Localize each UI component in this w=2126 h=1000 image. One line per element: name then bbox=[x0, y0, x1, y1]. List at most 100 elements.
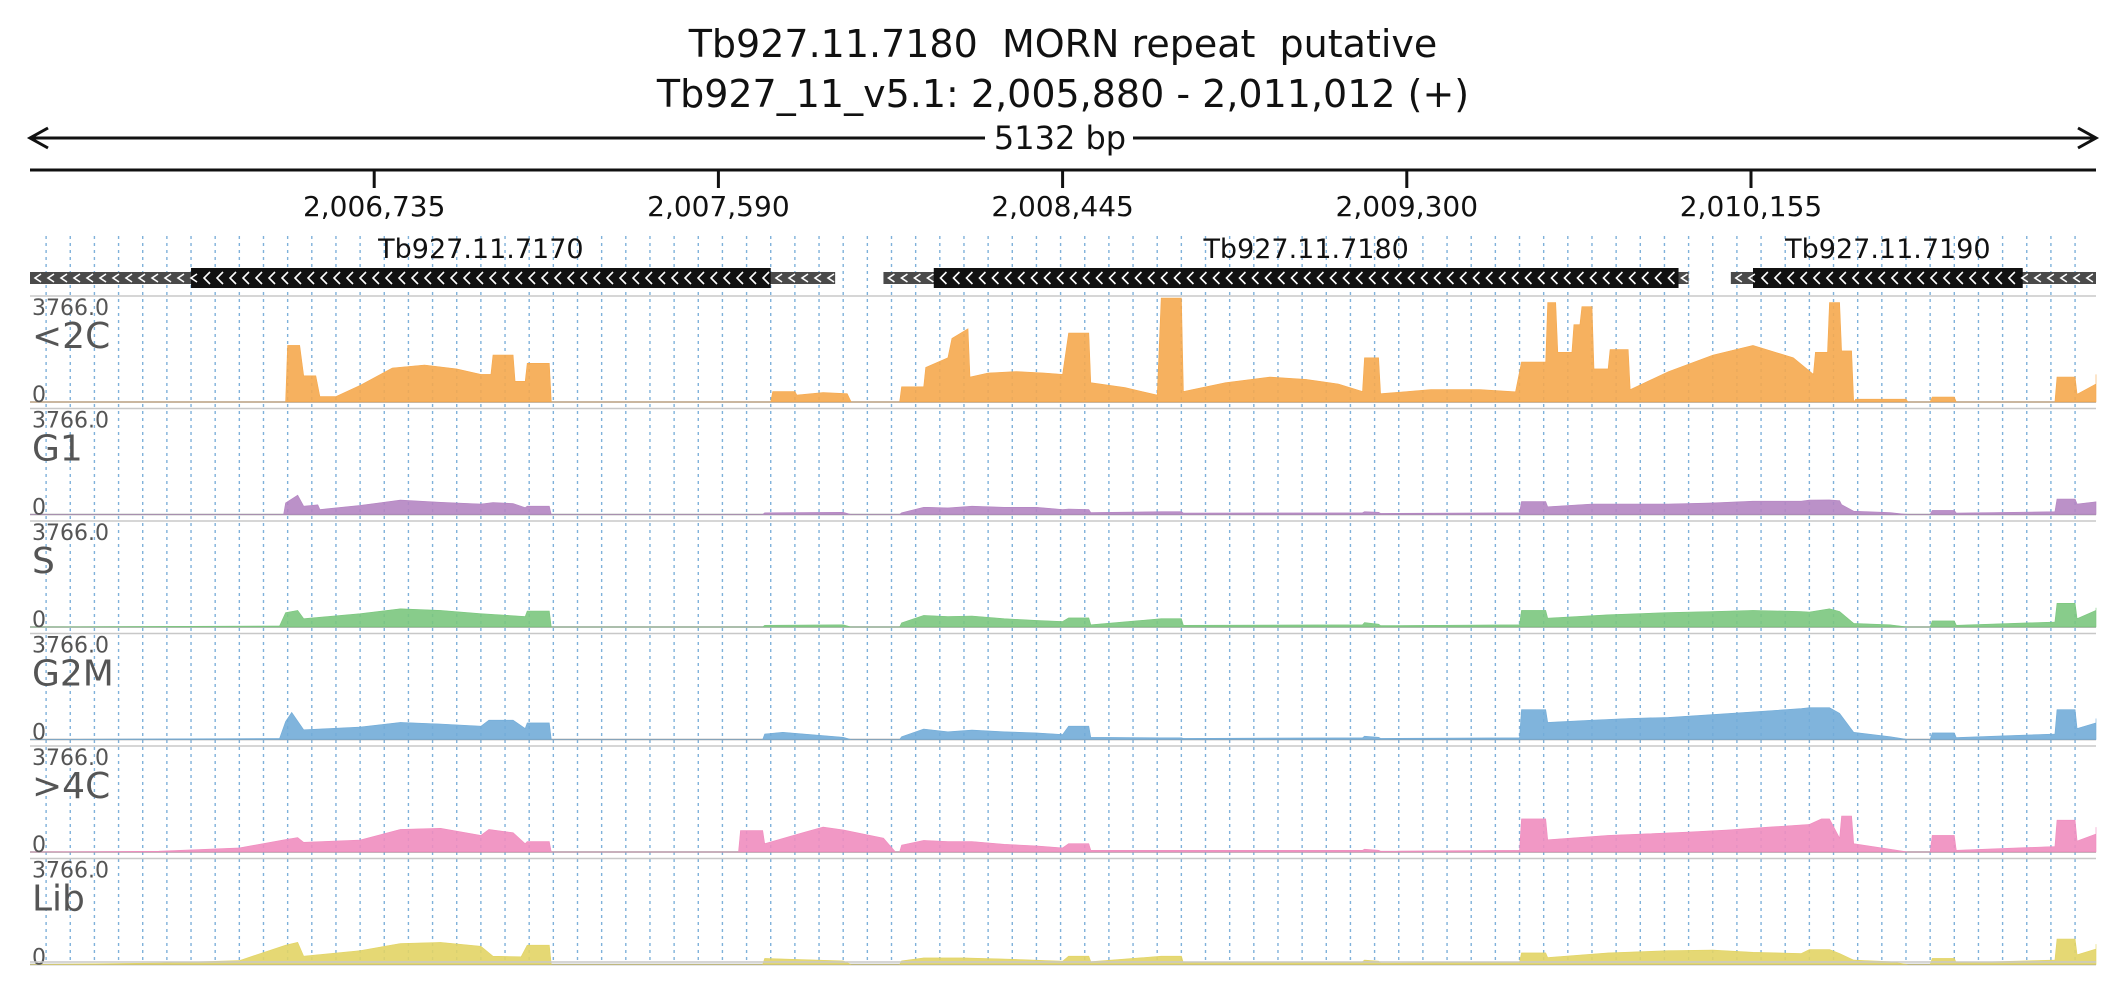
track: 3766.0 0 <2C bbox=[30, 295, 2097, 408]
strand-arrow-icon bbox=[1004, 271, 1013, 285]
y-min-label: 0 bbox=[32, 383, 46, 408]
strand-arrow-icon bbox=[1602, 271, 1611, 285]
strand-arrow-icon bbox=[1069, 271, 1078, 285]
strand-arrow-icon bbox=[2085, 273, 2094, 283]
strand-arrow-icon bbox=[189, 273, 198, 283]
strand-arrow-icon bbox=[1147, 271, 1156, 285]
strand-arrow-icon bbox=[592, 271, 601, 285]
strand-arrow-icon bbox=[1537, 271, 1546, 285]
strand-arrow-icon bbox=[241, 271, 250, 285]
strand-arrow-icon bbox=[605, 271, 614, 285]
strand-arrow-icon bbox=[1799, 271, 1808, 285]
strand-arrow-icon bbox=[887, 273, 895, 283]
x-tick-label: 2,010,155 bbox=[1680, 190, 1823, 223]
strand-arrow-icon bbox=[33, 273, 42, 283]
strand-arrow-icon bbox=[72, 273, 81, 283]
strand-arrow-icon bbox=[926, 273, 934, 283]
span-ruler: 5132 bp bbox=[26, 119, 2100, 157]
strand-arrow-icon bbox=[952, 271, 961, 285]
strand-arrow-icon bbox=[1929, 271, 1938, 285]
strand-arrow-icon bbox=[1355, 271, 1364, 285]
strand-arrow-icon bbox=[735, 271, 744, 285]
strand-arrow-icon bbox=[1381, 271, 1390, 285]
strand-arrow-icon bbox=[358, 271, 367, 285]
strand-arrow-icon bbox=[1030, 271, 1039, 285]
strand-arrow-icon bbox=[1589, 271, 1598, 285]
strand-arrow-icon bbox=[1981, 271, 1990, 285]
strand-arrow-icon bbox=[1303, 271, 1312, 285]
span-arrow-left-icon bbox=[26, 126, 49, 150]
strand-arrow-icon bbox=[1877, 271, 1886, 285]
coverage-area bbox=[29, 603, 2097, 628]
strand-arrow-icon bbox=[280, 271, 289, 285]
strand-arrow-icon bbox=[371, 271, 380, 285]
coverage-area bbox=[30, 494, 2097, 515]
strand-arrow-icon bbox=[46, 273, 55, 283]
strand-arrow-icon bbox=[774, 273, 783, 283]
strand-arrow-icon bbox=[384, 271, 393, 285]
strand-arrow-icon bbox=[1264, 271, 1273, 285]
strand-arrow-icon bbox=[644, 271, 653, 285]
track: 3766.0 0 G1 bbox=[30, 407, 2097, 521]
strand-arrow-icon bbox=[1238, 271, 1247, 285]
strand-arrow-icon bbox=[813, 273, 822, 283]
strand-arrow-icon bbox=[1994, 271, 2003, 285]
strand-arrow-icon bbox=[98, 273, 107, 283]
strand-arrow-icon bbox=[1825, 271, 1834, 285]
strand-arrow-icon bbox=[1511, 271, 1520, 285]
strand-arrow-icon bbox=[670, 271, 679, 285]
strand-arrow-icon bbox=[1903, 271, 1912, 285]
strand-arrow-icon bbox=[1773, 271, 1782, 285]
chart-title: Tb927.11.7180 MORN repeat putative bbox=[688, 22, 1438, 66]
strand-arrow-icon bbox=[124, 273, 133, 283]
gene-label: Tb927.11.7170 bbox=[377, 234, 583, 265]
strand-arrow-icon bbox=[1747, 273, 1756, 283]
y-max-label: 3766.0 bbox=[32, 746, 109, 771]
strand-arrow-icon bbox=[657, 271, 666, 285]
strand-arrow-icon bbox=[1498, 271, 1507, 285]
strand-arrow-icon bbox=[85, 273, 94, 283]
strand-arrow-icon bbox=[1524, 271, 1533, 285]
strand-arrow-icon bbox=[215, 271, 224, 285]
strand-arrow-icon bbox=[462, 271, 471, 285]
y-min-label: 0 bbox=[32, 721, 46, 746]
strand-arrow-icon bbox=[267, 271, 276, 285]
track: 3766.0 0 G2M bbox=[29, 632, 2097, 746]
strand-arrow-icon bbox=[137, 273, 146, 283]
strand-arrow-icon bbox=[111, 273, 120, 283]
strand-arrow-icon bbox=[1654, 271, 1663, 285]
track: 3766.0 0 Lib bbox=[29, 857, 2097, 971]
strand-arrow-icon bbox=[475, 271, 484, 285]
coverage-area bbox=[29, 938, 2097, 965]
chart-subtitle: Tb927_11_v5.1: 2,005,880 - 2,011,012 (+) bbox=[656, 72, 1470, 116]
strand-arrow-icon bbox=[1186, 271, 1195, 285]
gene-label: Tb927.11.7180 bbox=[1202, 234, 1408, 265]
span-arrow-right-icon bbox=[2077, 126, 2100, 150]
strand-arrow-icon bbox=[1550, 271, 1559, 285]
position-axis: 2,006,735 2,007,590 2,008,445 2,009,300 2,01… bbox=[30, 168, 2096, 223]
x-tick-label: 2,006,735 bbox=[303, 190, 446, 223]
gene-cds bbox=[191, 268, 771, 288]
x-tick-label: 2,009,300 bbox=[1336, 190, 1479, 223]
strand-arrow-icon bbox=[553, 271, 562, 285]
y-min-label: 0 bbox=[32, 946, 46, 971]
strand-arrow-icon bbox=[1916, 271, 1925, 285]
strand-arrow-icon bbox=[1277, 271, 1286, 285]
strand-arrow-icon bbox=[1485, 271, 1494, 285]
coverage-area bbox=[29, 815, 2097, 853]
strand-arrow-icon bbox=[163, 273, 172, 283]
strand-arrow-icon bbox=[397, 271, 406, 285]
strand-arrow-icon bbox=[579, 271, 588, 285]
strand-arrow-icon bbox=[1968, 271, 1977, 285]
strand-arrow-icon bbox=[2072, 273, 2081, 283]
strand-arrow-icon bbox=[800, 273, 809, 283]
strand-arrow-icon bbox=[1628, 271, 1637, 285]
strand-arrow-icon bbox=[1342, 271, 1351, 285]
strand-arrow-icon bbox=[254, 271, 263, 285]
strand-arrow-icon bbox=[826, 273, 835, 283]
strand-arrow-icon bbox=[991, 271, 1000, 285]
y-min-label: 0 bbox=[32, 833, 46, 858]
coverage-area bbox=[29, 707, 2097, 740]
strand-arrow-icon bbox=[540, 271, 549, 285]
